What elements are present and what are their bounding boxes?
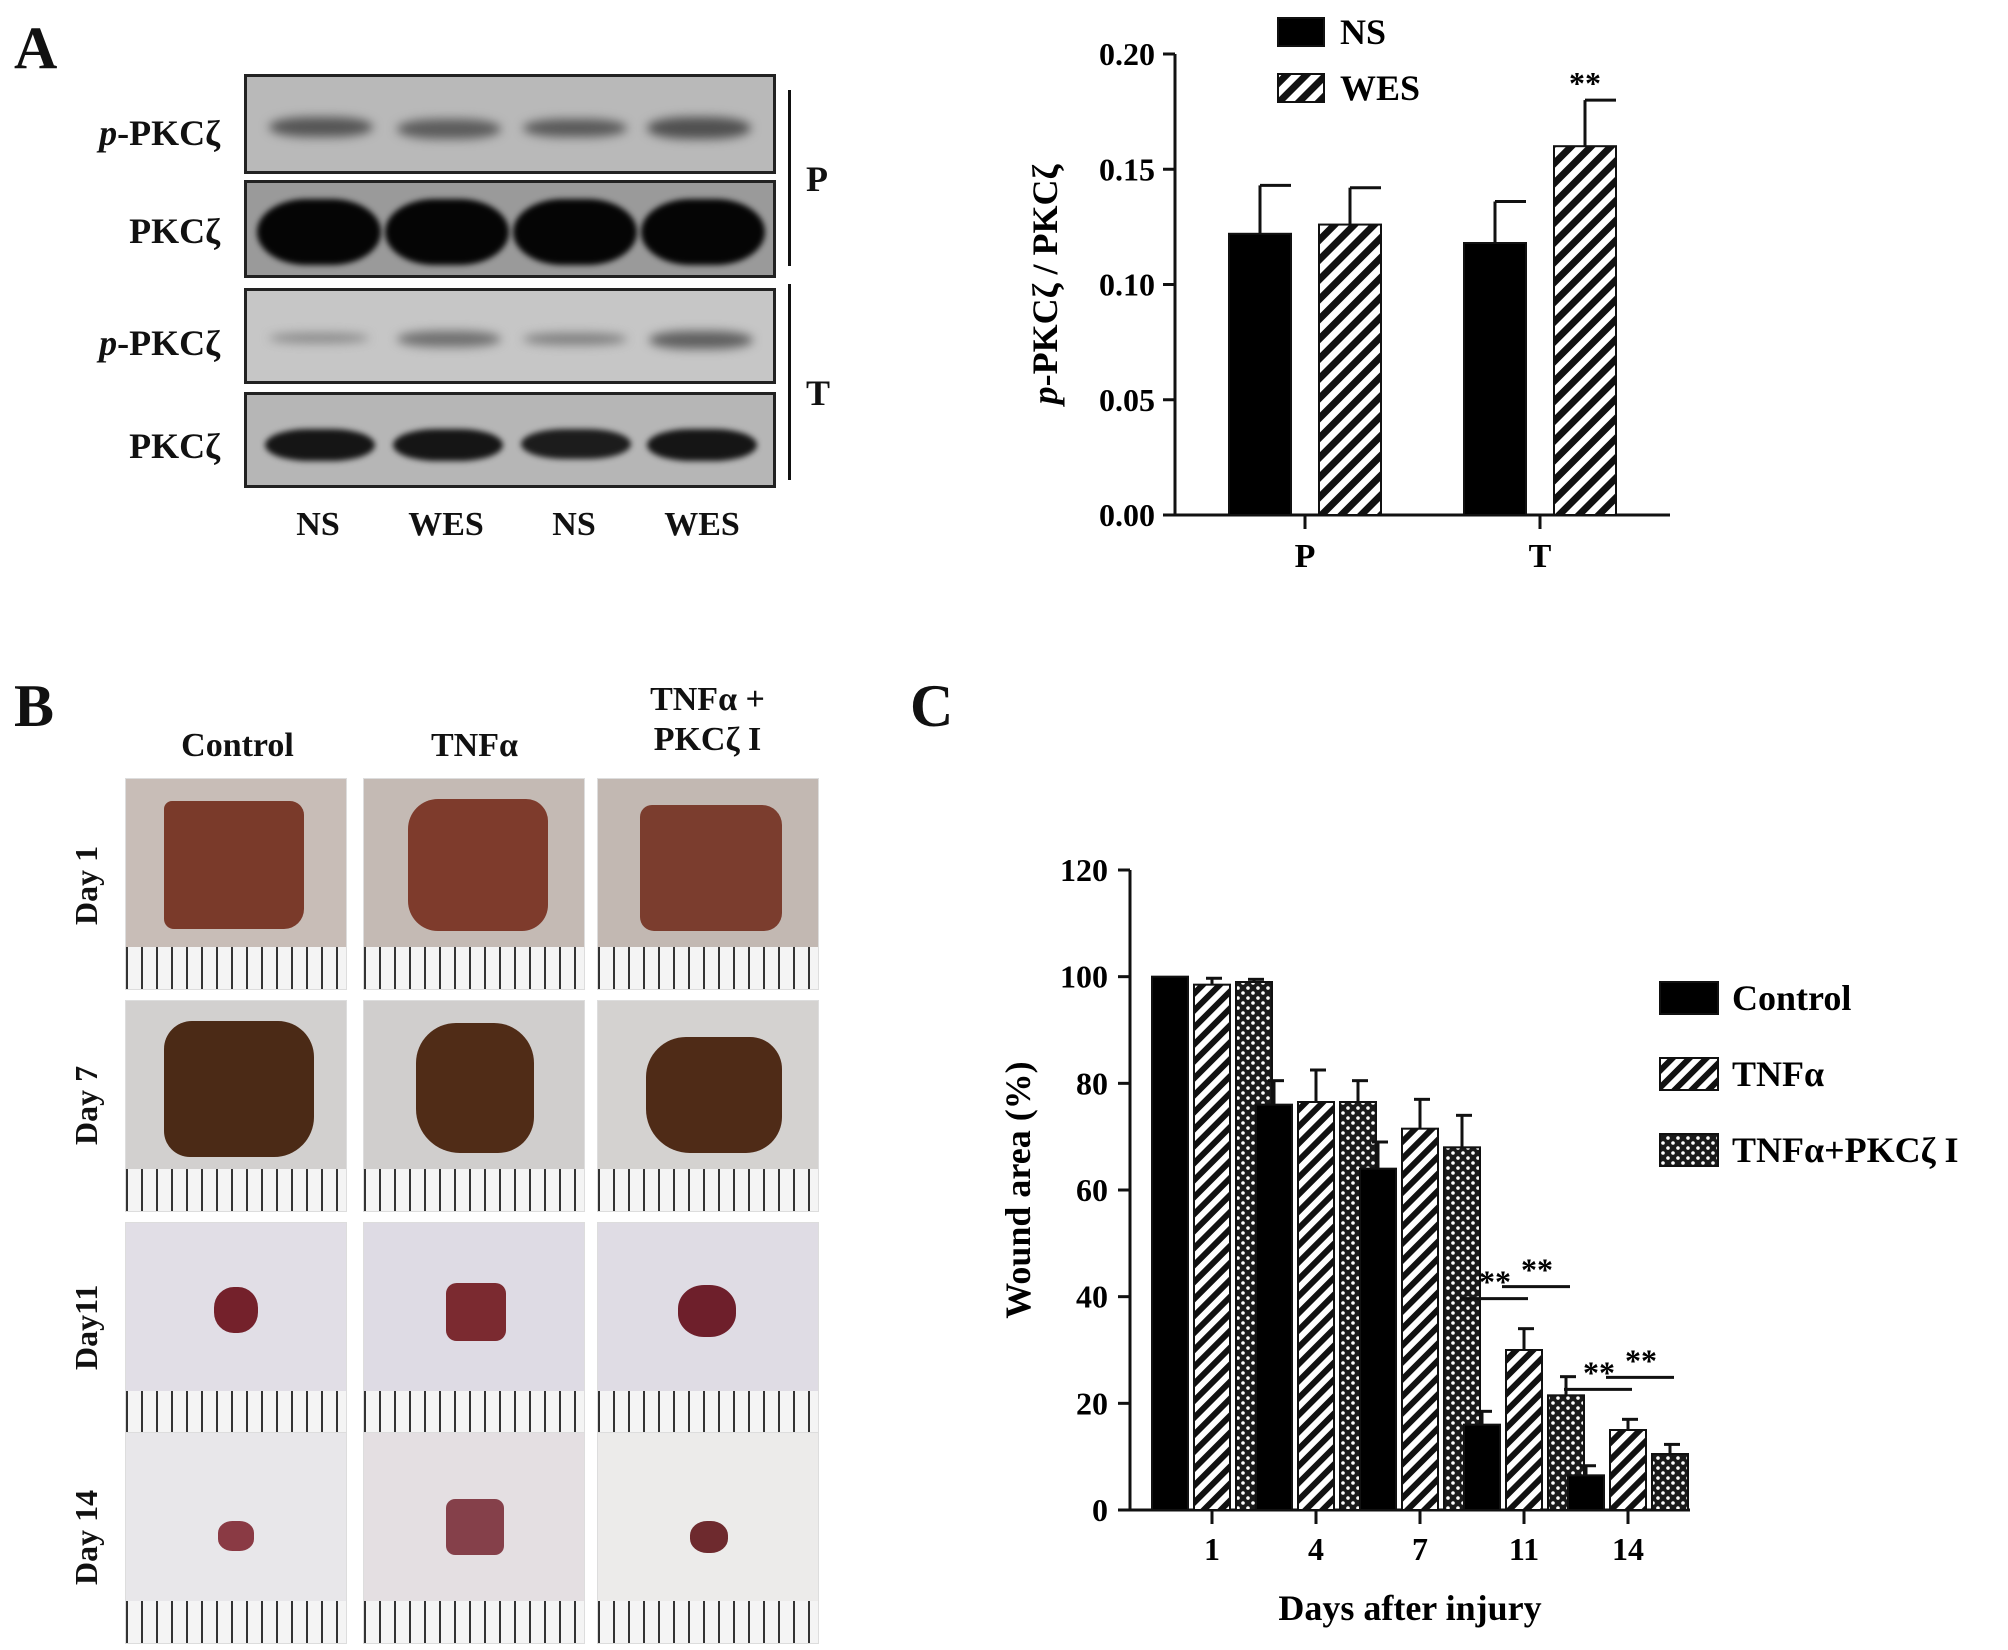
photo-col-head-control: Control (181, 727, 294, 764)
legend-label: Control (1732, 978, 1851, 1018)
blot-row-label-4: PKCζ (129, 426, 220, 466)
y-tick-label: 60 (1076, 1172, 1108, 1208)
y-axis-label: p-PKCζ / PKCζ (1025, 164, 1065, 408)
blot-row-label-1: p-PKCζ (99, 113, 220, 153)
y-tick-label: 0.05 (1099, 382, 1155, 418)
photo-col-head-tnfa: TNFα (431, 727, 518, 764)
photo-day14-tnfa (363, 1432, 585, 1644)
legend-swatch (1659, 1133, 1719, 1167)
bar-TNFα-1 (1193, 983, 1231, 1511)
photo-row-head-day1: Day 1 (68, 845, 104, 925)
photo-col-head-tnfa-pkcz: TNFα + PKCζ I (650, 681, 765, 758)
legend-swatch (1659, 981, 1719, 1015)
x-tick-label: 1 (1204, 1531, 1220, 1567)
bracket-t (788, 284, 791, 480)
photo-day14-control (125, 1432, 347, 1644)
legend-label: TNFα+PKCζ I (1732, 1130, 1958, 1170)
blot-row-label-3: p-PKCζ (99, 323, 220, 363)
legend-label-NS: NS (1340, 12, 1386, 52)
bar-NS-T (1463, 242, 1527, 516)
bar-TNFα-7 (1401, 1127, 1439, 1511)
bar-NS-P (1228, 232, 1292, 516)
photo-day11-tnfa-pkcz (597, 1222, 819, 1434)
y-tick-label: 0.15 (1099, 151, 1155, 187)
blot-strip-pkcz-p (244, 180, 776, 278)
bar-TNFα+PKCζ I-14 (1651, 1453, 1689, 1511)
photo-day11-tnfa (363, 1222, 585, 1434)
photo-day1-tnfa (363, 778, 585, 990)
chart-p-pkcz-ratio: 0.00 0.05 0.10 0.15 0.20 p-PKCζ / PKCζ P T ** NS W… (1025, 12, 1670, 575)
bar-TNFα-11 (1505, 1349, 1543, 1511)
blot-row-label-2: PKCζ (129, 211, 220, 251)
y-tick-label: 0 (1092, 1492, 1108, 1528)
y-tick-label: 120 (1060, 852, 1108, 888)
significance-mark: ** (1569, 65, 1601, 101)
legend-label-WES: WES (1340, 68, 1420, 108)
panel-letter-b: B (14, 673, 55, 739)
lane-label-4: WES (664, 506, 740, 543)
photo-day7-control (125, 1000, 347, 1212)
group-label-t: T (806, 373, 831, 413)
lane-label-3: NS (552, 506, 596, 543)
y-tick-label: 0.00 (1099, 497, 1155, 533)
bar-WES-T (1553, 145, 1617, 516)
legend-swatch (1659, 1057, 1719, 1091)
bar-WES-P (1318, 223, 1382, 516)
photo-day14-tnfa-pkcz (597, 1432, 819, 1644)
significance-mark: ** (1625, 1342, 1657, 1378)
y-tick-label: 100 (1060, 959, 1108, 995)
group-label-p: P (806, 159, 828, 199)
photo-day1-control (125, 778, 347, 990)
x-tick-label: T (1529, 538, 1552, 575)
lane-label-1: NS (296, 506, 340, 543)
significance-mark: ** (1583, 1354, 1615, 1390)
y-tick-label: 0.10 (1099, 267, 1155, 303)
x-tick-label: 14 (1612, 1531, 1644, 1567)
bar-Control-4 (1255, 1103, 1293, 1511)
legend-swatch-NS (1277, 17, 1325, 47)
photo-day11-control (125, 1222, 347, 1434)
photo-row-head-day11: Day11 (68, 1284, 104, 1370)
y-tick-label: 80 (1076, 1065, 1108, 1101)
bar-Control-1 (1151, 975, 1189, 1511)
x-tick-label: 11 (1509, 1531, 1539, 1567)
photo-row-head-day7: Day 7 (68, 1065, 104, 1145)
significance-mark: ** (1521, 1252, 1553, 1288)
x-axis-label: Days after injury (1278, 1588, 1541, 1628)
photo-day1-tnfa-pkcz (597, 778, 819, 990)
chart-wound-area: 0 20 40 60 80 100 120 Wound area (%) Days after … (998, 852, 1958, 1628)
photo-row-head-day14: Day 14 (68, 1489, 104, 1585)
blot-strip-p-pkcz-p (244, 74, 776, 174)
legend-swatch-WES (1277, 73, 1325, 103)
panel-letter-c: C (910, 673, 954, 739)
photo-day7-tnfa-pkcz (597, 1000, 819, 1212)
x-tick-label: 4 (1308, 1531, 1324, 1567)
bar-Control-7 (1359, 1167, 1397, 1511)
photo-day7-tnfa (363, 1000, 585, 1212)
significance-mark: ** (1479, 1264, 1511, 1300)
bar-TNFα-4 (1297, 1101, 1335, 1511)
lane-label-2: WES (408, 506, 484, 543)
bar-Control-14 (1567, 1474, 1605, 1511)
blot-strip-p-pkcz-t (244, 288, 776, 384)
bar-Control-11 (1463, 1423, 1501, 1512)
x-tick-label: P (1295, 538, 1316, 575)
y-tick-label: 0.20 (1099, 36, 1155, 72)
y-axis-label: Wound area (%) (998, 1061, 1038, 1318)
legend-label: TNFα (1732, 1054, 1824, 1094)
bracket-p (788, 90, 791, 266)
y-tick-label: 20 (1076, 1385, 1108, 1421)
panel-letter-a: A (14, 15, 58, 81)
blot-strip-pkcz-t (244, 392, 776, 488)
x-tick-label: 7 (1412, 1531, 1428, 1567)
y-tick-label: 40 (1076, 1279, 1108, 1315)
bar-TNFα-14 (1609, 1429, 1647, 1511)
